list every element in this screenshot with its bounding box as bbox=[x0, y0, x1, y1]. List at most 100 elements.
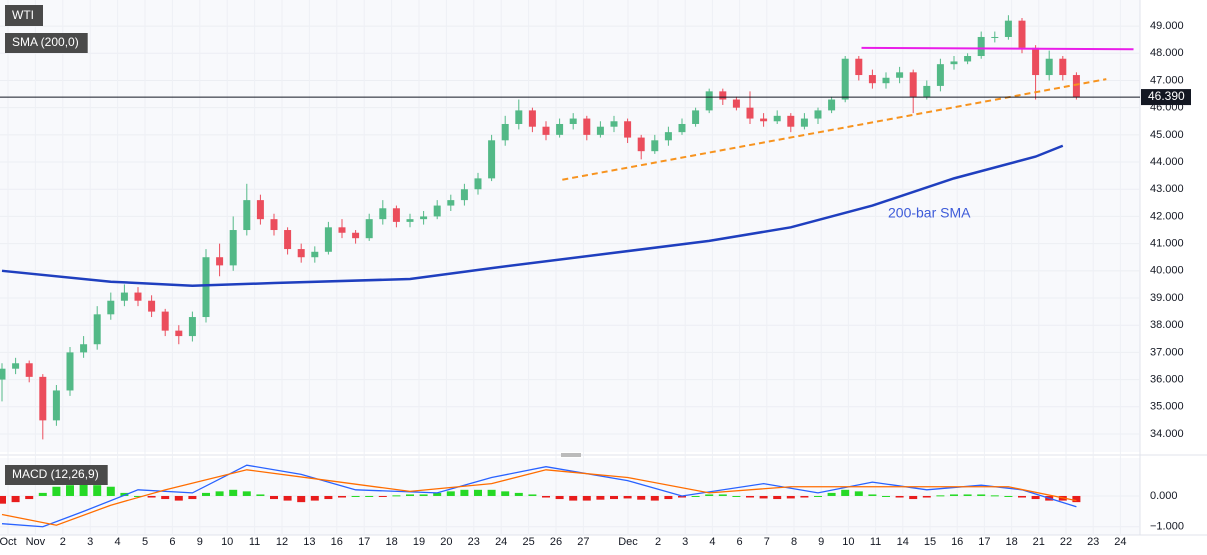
candle-body bbox=[501, 123, 509, 141]
histogram-bar bbox=[718, 494, 727, 496]
x-tick-label: 24 bbox=[495, 536, 507, 548]
candle-body bbox=[433, 205, 441, 217]
histogram-bar bbox=[174, 495, 183, 501]
histogram-bar bbox=[446, 491, 455, 496]
candle-body bbox=[664, 132, 672, 141]
candle-body bbox=[161, 311, 169, 331]
histogram-bar bbox=[79, 483, 88, 496]
candle-body bbox=[488, 140, 496, 179]
histogram-bar bbox=[242, 491, 251, 496]
candle-body bbox=[841, 58, 849, 100]
sma-annotation: 200-bar SMA bbox=[888, 205, 971, 221]
candle-body bbox=[991, 36, 999, 38]
histogram-bar bbox=[596, 495, 605, 500]
candle-body bbox=[311, 251, 319, 258]
histogram-bar bbox=[705, 494, 714, 496]
x-tick-label: 12 bbox=[276, 536, 288, 548]
legend-box bbox=[5, 5, 43, 26]
x-tick-label: Dec bbox=[618, 536, 638, 548]
candle-body bbox=[297, 249, 305, 258]
candle-body bbox=[202, 257, 210, 318]
y-tick-label: 40.000 bbox=[1150, 265, 1184, 277]
histogram-bar bbox=[147, 495, 156, 498]
histogram-bar bbox=[909, 495, 918, 500]
histogram-bar bbox=[528, 494, 537, 496]
histogram-bar bbox=[161, 495, 170, 500]
histogram-bar bbox=[664, 495, 673, 500]
trendline bbox=[861, 46, 1134, 51]
y-tick-label: 44.000 bbox=[1150, 156, 1184, 168]
x-tick-label: 24 bbox=[1114, 536, 1126, 548]
candle-body bbox=[1072, 75, 1080, 98]
candle-body bbox=[800, 118, 808, 127]
y-tick-label: 42.000 bbox=[1150, 210, 1184, 222]
x-tick-label: 9 bbox=[197, 536, 203, 548]
x-tick-label: 7 bbox=[764, 536, 770, 548]
candle-body bbox=[270, 219, 278, 231]
candle-body bbox=[678, 123, 686, 133]
candle-body bbox=[556, 123, 564, 135]
histogram-bar bbox=[1031, 495, 1040, 500]
y-tick-label: 38.000 bbox=[1150, 319, 1184, 331]
legend-box bbox=[5, 33, 88, 53]
x-tick-label: 4 bbox=[709, 536, 715, 548]
x-tick-label: 17 bbox=[978, 536, 990, 548]
histogram-bar bbox=[868, 494, 877, 496]
histogram-bar bbox=[215, 491, 224, 496]
histogram-bar bbox=[691, 495, 700, 497]
last-price-label: 46.390 bbox=[1148, 89, 1185, 103]
candle-body bbox=[855, 58, 863, 76]
candle-body bbox=[284, 230, 292, 250]
histogram-bar bbox=[270, 495, 278, 500]
candle-body bbox=[515, 110, 523, 124]
histogram-bar bbox=[106, 486, 115, 496]
candle-body bbox=[352, 232, 360, 239]
x-tick-label: 5 bbox=[142, 536, 148, 548]
x-tick-label: 11 bbox=[249, 536, 260, 548]
y-tick-label: 47.000 bbox=[1150, 74, 1184, 86]
candle-body bbox=[787, 115, 795, 127]
histogram-bar bbox=[324, 495, 333, 500]
candle-body bbox=[25, 363, 33, 377]
histogram-bar bbox=[120, 492, 129, 496]
histogram-bar bbox=[514, 492, 523, 496]
candle-body bbox=[66, 352, 74, 391]
x-tick-label: 18 bbox=[385, 536, 397, 548]
x-tick-label: 26 bbox=[550, 536, 562, 548]
x-tick-label: 2 bbox=[655, 536, 661, 548]
sma-line bbox=[1, 144, 1064, 288]
candle-body bbox=[923, 85, 931, 97]
y-tick-label: 48.000 bbox=[1150, 47, 1184, 59]
histogram-bar bbox=[990, 495, 999, 497]
candle-body bbox=[624, 121, 632, 138]
histogram-bar bbox=[134, 495, 142, 497]
candle-body bbox=[1032, 47, 1040, 76]
candle-body bbox=[107, 300, 115, 315]
histogram-bar bbox=[650, 495, 659, 501]
candle-body bbox=[188, 317, 196, 337]
y-tick-label: 37.000 bbox=[1150, 346, 1184, 358]
histogram-bar bbox=[610, 495, 618, 500]
histogram-bar bbox=[310, 495, 319, 501]
x-tick-label: 8 bbox=[791, 536, 797, 548]
x-tick-label: 2 bbox=[60, 536, 66, 548]
candle-body bbox=[80, 344, 88, 353]
candle-body bbox=[256, 200, 264, 220]
x-tick-label: 20 bbox=[440, 536, 452, 548]
histogram-bar bbox=[256, 494, 265, 496]
x-tick-label: 17 bbox=[358, 536, 370, 548]
y-tick-label: 35.000 bbox=[1150, 401, 1184, 413]
histogram-bar bbox=[283, 495, 292, 501]
histogram-bar bbox=[854, 491, 863, 496]
candle-body bbox=[732, 99, 740, 108]
histogram-bar bbox=[936, 495, 945, 497]
y-tick-label: 34.000 bbox=[1150, 428, 1184, 440]
histogram-bar bbox=[66, 485, 74, 496]
candle-body bbox=[651, 140, 659, 152]
histogram-bar bbox=[38, 492, 47, 496]
histogram-bar bbox=[814, 495, 822, 497]
histogram-bar bbox=[746, 495, 754, 498]
candle-body bbox=[828, 99, 836, 111]
y-tick-label: 39.000 bbox=[1150, 292, 1184, 304]
